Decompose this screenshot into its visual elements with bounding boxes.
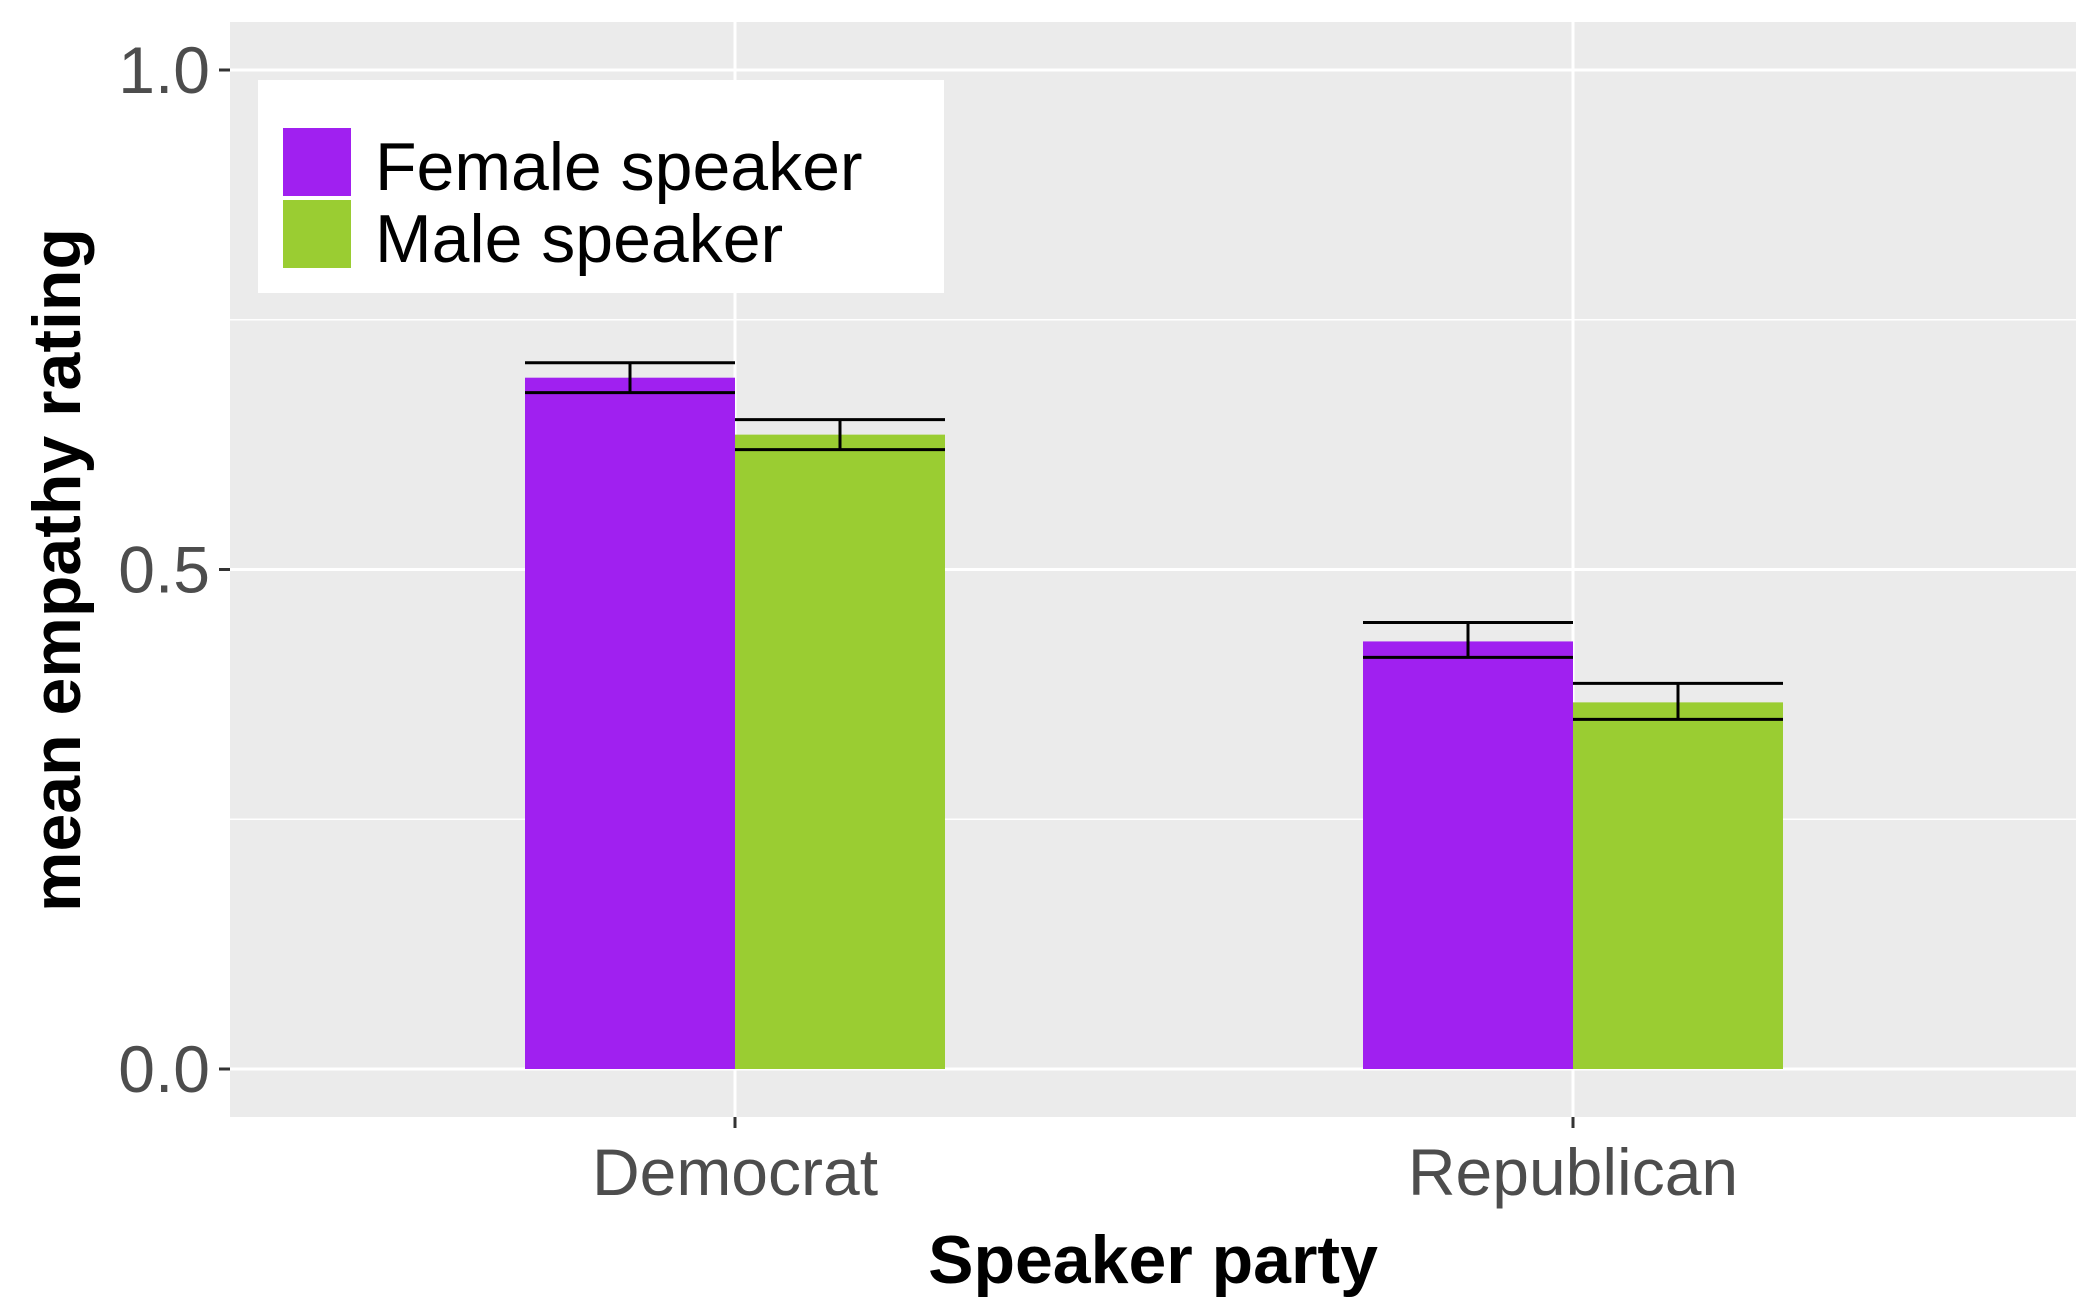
bar-male-republican — [1573, 702, 1783, 1069]
bars — [525, 377, 1783, 1069]
error-bars — [525, 361, 1783, 721]
x-tick-label: Republican — [1408, 1135, 1738, 1209]
bar-male-democrat — [735, 434, 945, 1069]
x-tick-label: Democrat — [592, 1135, 878, 1209]
legend-key-male — [283, 200, 351, 268]
bar-female-democrat — [525, 377, 735, 1069]
bar-female-republican — [1363, 641, 1573, 1069]
x-axis: Democrat Republican — [592, 1117, 1738, 1209]
y-tick-label: 0.0 — [118, 1032, 210, 1106]
legend-box — [258, 80, 944, 293]
legend-label-female: Female speaker — [375, 129, 863, 205]
y-axis-title: mean empathy rating — [19, 228, 95, 912]
legend-label-male: Male speaker — [375, 201, 783, 277]
y-tick-label: 1.0 — [118, 33, 210, 107]
y-axis: 0.0 0.5 1.0 — [118, 33, 230, 1106]
legend: Female speaker Male speaker — [258, 80, 944, 293]
x-axis-title: Speaker party — [928, 1222, 1378, 1298]
y-tick-label: 0.5 — [118, 533, 210, 607]
legend-key-female — [283, 128, 351, 196]
